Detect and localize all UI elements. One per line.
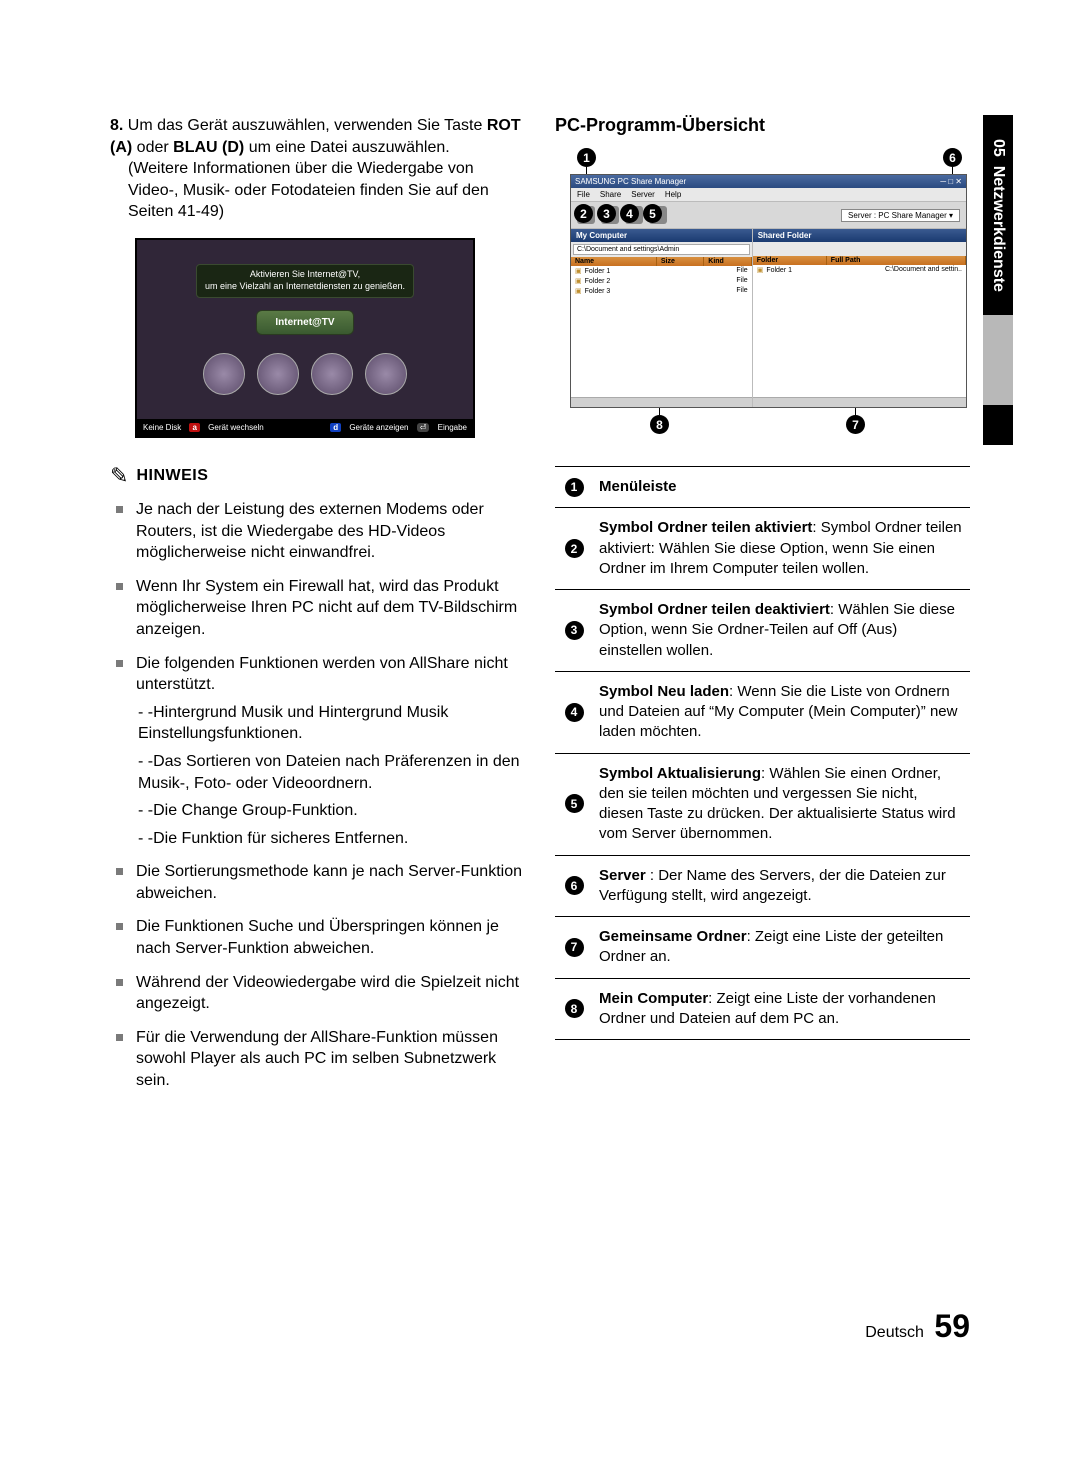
callout-2: 2 — [574, 204, 593, 223]
callout-num: 6 — [565, 876, 584, 895]
tv-footer-bar: Keine Disk a Gerät wechseln d Geräte anz… — [137, 419, 473, 436]
server-name-field: Server : PC Share Manager ▾ — [841, 209, 960, 222]
callout-text: Server : Der Name des Servers, der die D… — [593, 855, 970, 917]
tv-screenshot: Aktivieren Sie Internet@TV, um eine Viel… — [135, 238, 475, 438]
chapter-side-tab: 05 Netzwerkdienste — [983, 115, 1013, 455]
pc-overview-title: PC-Programm-Übersicht — [555, 115, 970, 136]
tv-app-icon — [203, 353, 245, 395]
callout-text: Symbol Ordner teilen deaktiviert: Wählen… — [593, 590, 970, 672]
internet-tv-button: Internet@TV — [256, 310, 353, 335]
tv-app-icon — [311, 353, 353, 395]
callout-num: 8 — [565, 999, 584, 1018]
window-toolbar: Server : PC Share Manager ▾ 2 3 4 5 — [571, 202, 966, 229]
tv-app-icon — [365, 353, 407, 395]
shared-folder-pane: Shared Folder Folder Full Path ▣Folder 1… — [753, 229, 966, 407]
callout-6: 6 — [943, 148, 962, 167]
hinweis-heading: ✎ HINWEIS — [110, 463, 525, 489]
note-item: Die Sortierungsmethode kann je nach Serv… — [136, 861, 525, 904]
callout-num: 7 — [565, 938, 584, 957]
note-subitem: - -Das Sortieren von Dateien nach Präfer… — [138, 751, 525, 794]
callout-num: 5 — [565, 794, 584, 813]
note-subitem: - -Die Change Group-Funktion. — [138, 800, 525, 822]
note-item: Wenn Ihr System ein Firewall hat, wird d… — [136, 576, 525, 641]
callout-4: 4 — [620, 204, 639, 223]
tv-app-icon — [257, 353, 299, 395]
callout-table: 1 Menüleiste 2 Symbol Ordner teilen aktivie… — [555, 466, 970, 1040]
note-subitem: - -Hintergrund Musik und Hintergrund Mus… — [138, 702, 525, 745]
callout-text: Symbol Neu laden: Wenn Sie die Liste von… — [593, 671, 970, 753]
callout-text: Symbol Ordner teilen aktiviert: Symbol O… — [593, 508, 970, 590]
callout-text: Mein Computer: Zeigt eine Liste der vorh… — [593, 978, 970, 1040]
callout-num: 2 — [565, 539, 584, 558]
note-icon: ✎ — [110, 463, 128, 489]
callout-text: Symbol Aktualisierung: Wählen Sie einen … — [593, 753, 970, 855]
path-field: C:\Document and settings\Admin — [573, 244, 750, 255]
side-tab-label: 05 Netzwerkdienste — [983, 115, 1013, 315]
callout-3: 3 — [597, 204, 616, 223]
note-item: Die Funktionen Suche und Überspringen kö… — [136, 916, 525, 959]
pc-share-manager-diagram: 1 6 7 8 SAMSUNG PC Share Manager ─ □ ✕ F… — [555, 146, 970, 436]
callout-7: 7 — [846, 415, 865, 434]
callout-num: 4 — [565, 703, 584, 722]
window-menubar: File Share Server Help — [571, 188, 966, 202]
note-subitem: - -Die Funktion für sicheres Entfernen. — [138, 828, 525, 850]
window-controls-icon: ─ □ ✕ — [940, 177, 962, 186]
callout-num: 3 — [565, 621, 584, 640]
note-item: Die folgenden Funktionen werden von AllS… — [136, 653, 525, 850]
pc-share-manager-window: SAMSUNG PC Share Manager ─ □ ✕ File Shar… — [570, 174, 967, 408]
callout-text: Menüleiste — [593, 467, 970, 508]
note-item: Je nach der Leistung des externen Modems… — [136, 499, 525, 564]
callout-1: 1 — [577, 148, 596, 167]
callout-text: Gemeinsame Ordner: Zeigt eine Liste der … — [593, 917, 970, 979]
window-titlebar: SAMSUNG PC Share Manager ─ □ ✕ — [571, 175, 966, 188]
callout-8: 8 — [650, 415, 669, 434]
callout-num: 1 — [565, 478, 584, 497]
my-computer-pane: My Computer C:\Document and settings\Adm… — [571, 229, 753, 407]
page-footer: Deutsch 59 — [865, 1308, 970, 1345]
note-item: Für die Verwendung der AllShare-Funktion… — [136, 1027, 525, 1092]
tv-toast: Aktivieren Sie Internet@TV, um eine Viel… — [196, 264, 414, 297]
step-8: 8. Um das Gerät auszuwählen, verwenden S… — [110, 115, 525, 223]
note-item: Während der Videowiedergabe wird die Spi… — [136, 972, 525, 1015]
callout-5: 5 — [643, 204, 662, 223]
